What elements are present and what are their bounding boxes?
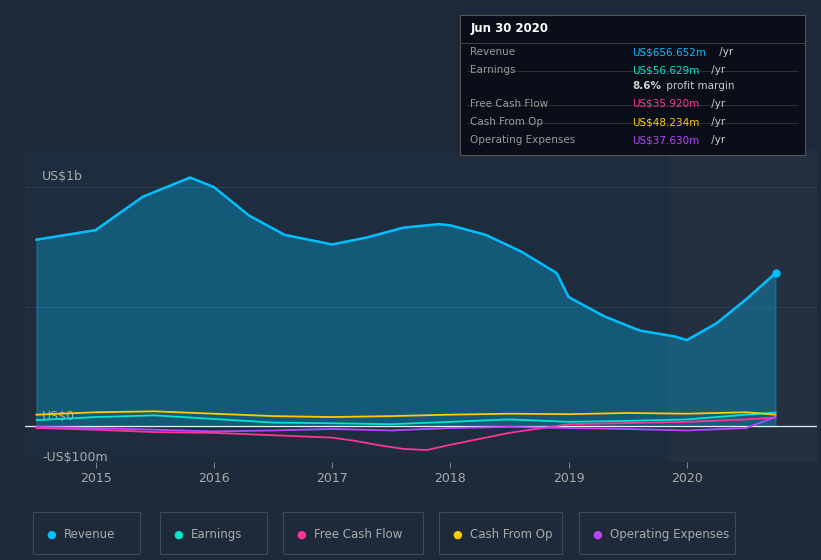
- Text: /yr: /yr: [709, 136, 726, 146]
- Text: -US$100m: -US$100m: [43, 451, 108, 464]
- Text: Earnings: Earnings: [191, 528, 243, 542]
- Text: Free Cash Flow: Free Cash Flow: [314, 528, 403, 542]
- Text: /yr: /yr: [709, 117, 726, 127]
- Text: profit margin: profit margin: [663, 81, 734, 91]
- Text: US$37.630m: US$37.630m: [632, 136, 699, 146]
- Text: US$56.629m: US$56.629m: [632, 66, 699, 76]
- Text: ●: ●: [296, 530, 306, 540]
- Text: Revenue: Revenue: [64, 528, 116, 542]
- Bar: [669, 151, 817, 462]
- Text: US$1b: US$1b: [43, 170, 83, 183]
- Text: US$35.920m: US$35.920m: [632, 99, 699, 109]
- Text: Free Cash Flow: Free Cash Flow: [470, 99, 548, 109]
- Text: US$48.234m: US$48.234m: [632, 117, 699, 127]
- Text: ●: ●: [173, 530, 183, 540]
- Text: Cash From Op: Cash From Op: [470, 528, 553, 542]
- Text: US$0: US$0: [43, 409, 76, 423]
- Text: Jun 30 2020: Jun 30 2020: [470, 22, 548, 35]
- Text: /yr: /yr: [716, 47, 733, 57]
- Text: US$656.652m: US$656.652m: [632, 47, 707, 57]
- Text: Earnings: Earnings: [470, 66, 516, 76]
- Text: Operating Expenses: Operating Expenses: [610, 528, 729, 542]
- Text: Operating Expenses: Operating Expenses: [470, 136, 576, 146]
- Text: 8.6%: 8.6%: [632, 81, 662, 91]
- Text: Cash From Op: Cash From Op: [470, 117, 544, 127]
- Text: Revenue: Revenue: [470, 47, 516, 57]
- Text: /yr: /yr: [709, 66, 726, 76]
- Text: ●: ●: [592, 530, 602, 540]
- Text: ●: ●: [46, 530, 56, 540]
- Text: /yr: /yr: [709, 99, 726, 109]
- Text: ●: ●: [452, 530, 462, 540]
